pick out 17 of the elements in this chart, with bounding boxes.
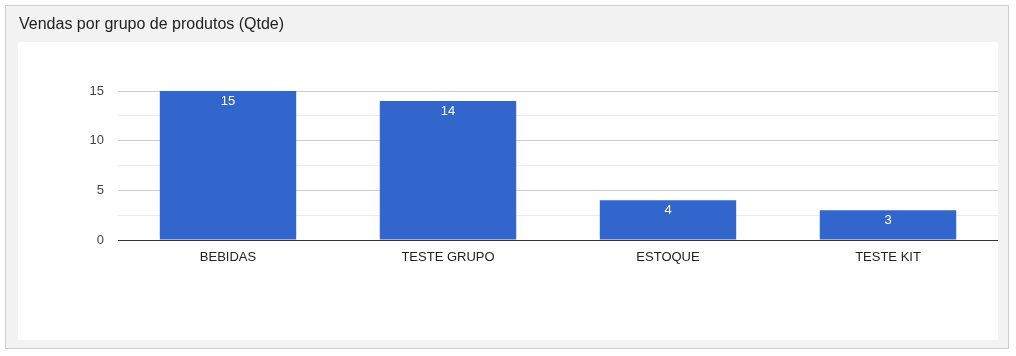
- y-tick-label: 15: [89, 82, 104, 98]
- bar: [819, 210, 957, 240]
- y-tick-label: 5: [96, 181, 104, 197]
- bar: [599, 200, 737, 240]
- data-label: 14: [440, 103, 456, 119]
- y-tick-label: 0: [96, 231, 104, 247]
- bar: [379, 100, 517, 240]
- data-label: 4: [664, 202, 672, 218]
- data-label: 3: [884, 212, 892, 228]
- x-tick-label: TESTE GRUPO: [401, 249, 495, 265]
- x-tick-label: ESTOQUE: [636, 249, 700, 265]
- chart-title: Vendas por grupo de produtos (Qtde): [19, 15, 285, 33]
- bar: [159, 91, 297, 240]
- x-tick-label: BEBIDAS: [199, 249, 257, 265]
- y-tick-label: 10: [89, 132, 104, 148]
- x-tick-label: TESTE KIT: [855, 249, 921, 265]
- data-label: 15: [220, 93, 236, 109]
